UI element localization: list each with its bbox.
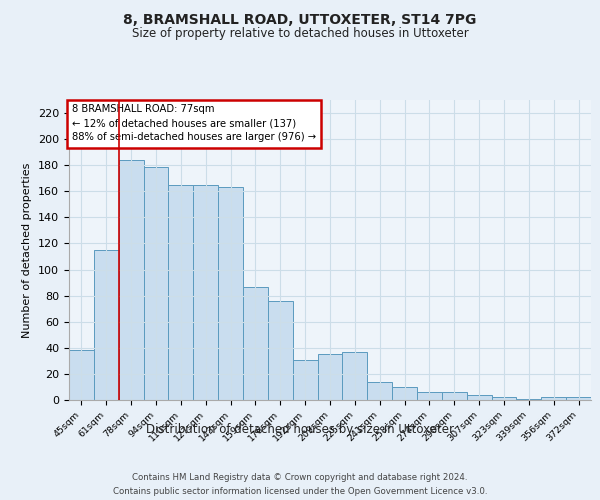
- Bar: [442, 392, 467, 400]
- Bar: [293, 360, 317, 400]
- Bar: [119, 160, 143, 400]
- Text: Size of property relative to detached houses in Uttoxeter: Size of property relative to detached ho…: [131, 28, 469, 40]
- Bar: [218, 188, 243, 400]
- Text: 8 BRAMSHALL ROAD: 77sqm
← 12% of detached houses are smaller (137)
88% of semi-d: 8 BRAMSHALL ROAD: 77sqm ← 12% of detache…: [71, 104, 316, 142]
- Text: Distribution of detached houses by size in Uttoxeter: Distribution of detached houses by size …: [146, 422, 454, 436]
- Y-axis label: Number of detached properties: Number of detached properties: [22, 162, 32, 338]
- Bar: [94, 250, 119, 400]
- Bar: [517, 398, 541, 400]
- Bar: [417, 392, 442, 400]
- Bar: [367, 382, 392, 400]
- Bar: [243, 286, 268, 400]
- Bar: [392, 387, 417, 400]
- Text: 8, BRAMSHALL ROAD, UTTOXETER, ST14 7PG: 8, BRAMSHALL ROAD, UTTOXETER, ST14 7PG: [124, 12, 476, 26]
- Bar: [69, 350, 94, 400]
- Bar: [467, 395, 491, 400]
- Bar: [317, 354, 343, 400]
- Text: Contains public sector information licensed under the Open Government Licence v3: Contains public sector information licen…: [113, 488, 487, 496]
- Bar: [169, 185, 193, 400]
- Bar: [541, 398, 566, 400]
- Text: Contains HM Land Registry data © Crown copyright and database right 2024.: Contains HM Land Registry data © Crown c…: [132, 472, 468, 482]
- Bar: [343, 352, 367, 400]
- Bar: [268, 301, 293, 400]
- Bar: [143, 166, 169, 400]
- Bar: [193, 185, 218, 400]
- Bar: [491, 398, 517, 400]
- Bar: [566, 398, 591, 400]
